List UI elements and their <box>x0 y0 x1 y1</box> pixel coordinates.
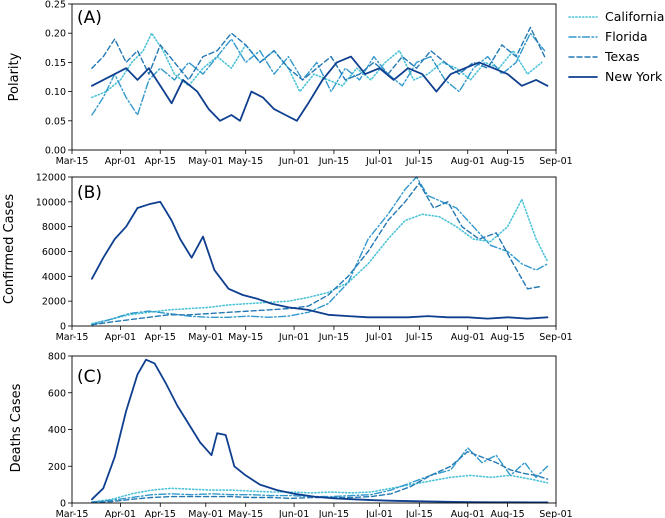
panel-b-y-tick-label: 2000 <box>42 297 66 308</box>
panel-b-series-california <box>91 198 549 325</box>
panel-a-series-california <box>91 32 543 99</box>
panel-c-x-tick-label: Aug-15 <box>491 509 525 518</box>
panel-c-x-tick-label: May-01 <box>188 509 223 518</box>
panel-a-series-florida <box>91 32 546 116</box>
panel-a-x-tick-label: Jun-01 <box>278 156 309 167</box>
panel-b-series-texas <box>91 182 543 326</box>
panel-a-x-tick-label: Jun-15 <box>318 156 349 167</box>
panel-c-x-tick-label: May-15 <box>228 509 263 518</box>
panel-b-y-tick-label: 4000 <box>42 272 66 283</box>
panel-c-label: (C) <box>77 367 102 387</box>
panel-b-confirmed-cases-chart: Mar-15 Apr-01 Apr-15 May-01 May-15 Jun-01 Jun-… <box>2 173 573 344</box>
panel-b-y-tick-label: 0 <box>60 322 66 333</box>
panel-c-x-tick-label: Apr-01 <box>105 509 136 518</box>
panel-a-polarity-chart: Mar-15 Apr-01 Apr-15 May-01 May-15 Jun-01 Jun-… <box>7 0 573 167</box>
panel-c-series-texas <box>91 450 549 504</box>
panel-a-x-tick-label: Mar-15 <box>56 156 89 167</box>
panel-c-series-florida <box>91 447 549 503</box>
legend-label-california: California <box>605 9 664 24</box>
panel-a-axes-frame <box>71 3 557 151</box>
panel-b-x-tick-label: Aug-15 <box>491 332 525 343</box>
panel-a-x-tick-label: Jul-15 <box>405 156 433 167</box>
legend-label-new-york: New York <box>605 69 663 84</box>
panel-c-deaths-cases-chart: Mar-15 Apr-01 Apr-15 May-01 May-15 Jun-01 Jun-… <box>9 352 573 518</box>
panel-b-plot-area: Mar-15 Apr-01 Apr-15 May-01 May-15 Jun-01 Jun-… <box>36 173 573 344</box>
panel-a-y-axis-label: Polarity <box>7 52 22 101</box>
panel-a-x-tick-label: May-15 <box>228 156 263 167</box>
panel-b-y-tick-label: 6000 <box>42 247 66 258</box>
panel-c-x-tick-label: Mar-15 <box>56 509 89 518</box>
panel-a-y-tick-label: 0.00 <box>45 146 66 157</box>
panel-c-y-tick-label: 600 <box>48 388 66 399</box>
legend: California Florida Texas New York <box>568 9 664 84</box>
legend-label-florida: Florida <box>605 29 648 44</box>
panel-b-x-tick-label: Jul-01 <box>365 332 393 343</box>
panel-a-x-tick-label: May-01 <box>188 156 223 167</box>
panel-c-x-tick-label: Jun-15 <box>318 509 349 518</box>
panel-b-x-tick-label: May-15 <box>228 332 263 343</box>
panel-a-y-tick-label: 0.25 <box>45 0 66 11</box>
panel-c-y-tick-label: 0 <box>60 499 66 510</box>
panel-b-x-tick-label: Mar-15 <box>56 332 89 343</box>
panel-c-axes-frame <box>71 355 557 504</box>
panel-b-x-tick-label: May-01 <box>188 332 223 343</box>
panel-b-x-tick-label: Apr-15 <box>145 332 176 343</box>
legend-entry-new-york: New York <box>568 69 663 84</box>
panel-b-axes-frame <box>71 176 557 327</box>
panel-c-y-tick-label: 400 <box>48 425 66 436</box>
panel-b-y-tick-label: 8000 <box>42 222 66 233</box>
panel-a-x-tick-label: Aug-15 <box>491 156 525 167</box>
panel-c-x-tick-label: Jun-01 <box>278 509 309 518</box>
panel-c-series-california <box>91 474 549 503</box>
panel-b-y-tick-label: 12000 <box>36 173 66 184</box>
panel-a-y-tick-label: 0.15 <box>45 58 66 69</box>
panel-c-series-new-york <box>91 358 549 504</box>
panel-c-x-tick-label: Jul-01 <box>365 509 393 518</box>
panel-b-x-tick-label: Aug-01 <box>451 332 485 343</box>
panel-c-y-tick-label: 200 <box>48 462 66 473</box>
panel-c-x-tick-label: Aug-01 <box>451 509 485 518</box>
panel-b-x-tick-label: Apr-01 <box>105 332 136 343</box>
panel-a-y-tick-label: 0.05 <box>45 116 66 127</box>
legend-entry-texas: Texas <box>568 49 640 64</box>
panel-b-series-florida <box>91 176 549 326</box>
panel-b-y-tick-label: 10000 <box>36 197 66 208</box>
panel-c-y-axis-label: Deaths Cases <box>9 383 24 472</box>
panel-a-series-new-york <box>91 55 549 122</box>
panel-c-x-tick-label: Apr-15 <box>145 509 176 518</box>
panel-b-y-axis-label: Confirmed Cases <box>2 194 17 304</box>
panel-c-x-tick-label: Jul-15 <box>405 509 433 518</box>
panel-a-x-tick-label: Apr-15 <box>145 156 176 167</box>
panel-a-label: (A) <box>77 8 102 28</box>
panel-b-x-tick-label: Jun-01 <box>278 332 309 343</box>
legend-entry-california: California <box>568 9 664 24</box>
panel-a-plot-area: Mar-15 Apr-01 Apr-15 May-01 May-15 Jun-01 Jun-… <box>45 0 573 167</box>
panel-b-label: (B) <box>77 183 102 203</box>
panel-b-series-new-york <box>91 200 549 320</box>
legend-entry-florida: Florida <box>568 29 648 44</box>
panel-a-y-tick-label: 0.20 <box>45 29 66 40</box>
panel-a-x-tick-label: Jul-01 <box>365 156 393 167</box>
panel-c-plot-area: Mar-15 Apr-01 Apr-15 May-01 May-15 Jun-01 Jun-… <box>48 352 573 518</box>
panel-a-x-tick-label: Sep-01 <box>539 156 572 167</box>
legend-label-texas: Texas <box>604 49 640 64</box>
panel-a-y-tick-label: 0.10 <box>45 87 66 98</box>
panel-a-x-tick-label: Aug-01 <box>451 156 485 167</box>
panel-a-x-tick-label: Apr-01 <box>105 156 136 167</box>
panel-b-x-tick-label: Sep-01 <box>539 332 572 343</box>
panel-b-x-tick-label: Jun-15 <box>318 332 349 343</box>
panel-b-x-tick-label: Jul-15 <box>405 332 433 343</box>
panel-c-x-tick-label: Sep-01 <box>539 509 572 518</box>
panel-c-y-tick-label: 800 <box>48 352 66 363</box>
